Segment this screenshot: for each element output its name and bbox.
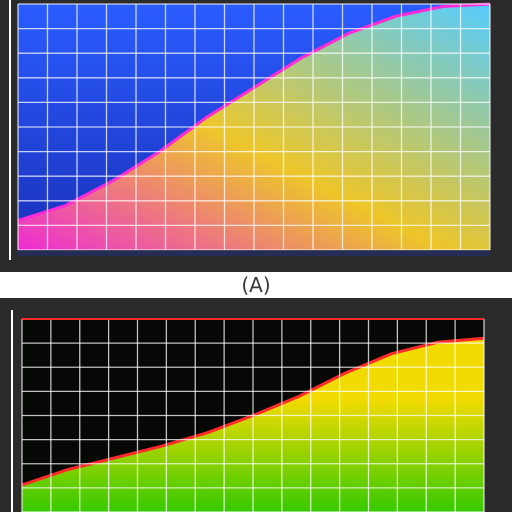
- chart-a-grid: [17, 3, 491, 251]
- chart-b-svg: [0, 298, 512, 512]
- panel-a-label: (A): [241, 273, 271, 297]
- chart-panel-b: [0, 298, 512, 512]
- chart-panel-a: [0, 0, 512, 272]
- chart-a-svg: [0, 0, 512, 272]
- chart-a-bottom-strip: [18, 250, 490, 258]
